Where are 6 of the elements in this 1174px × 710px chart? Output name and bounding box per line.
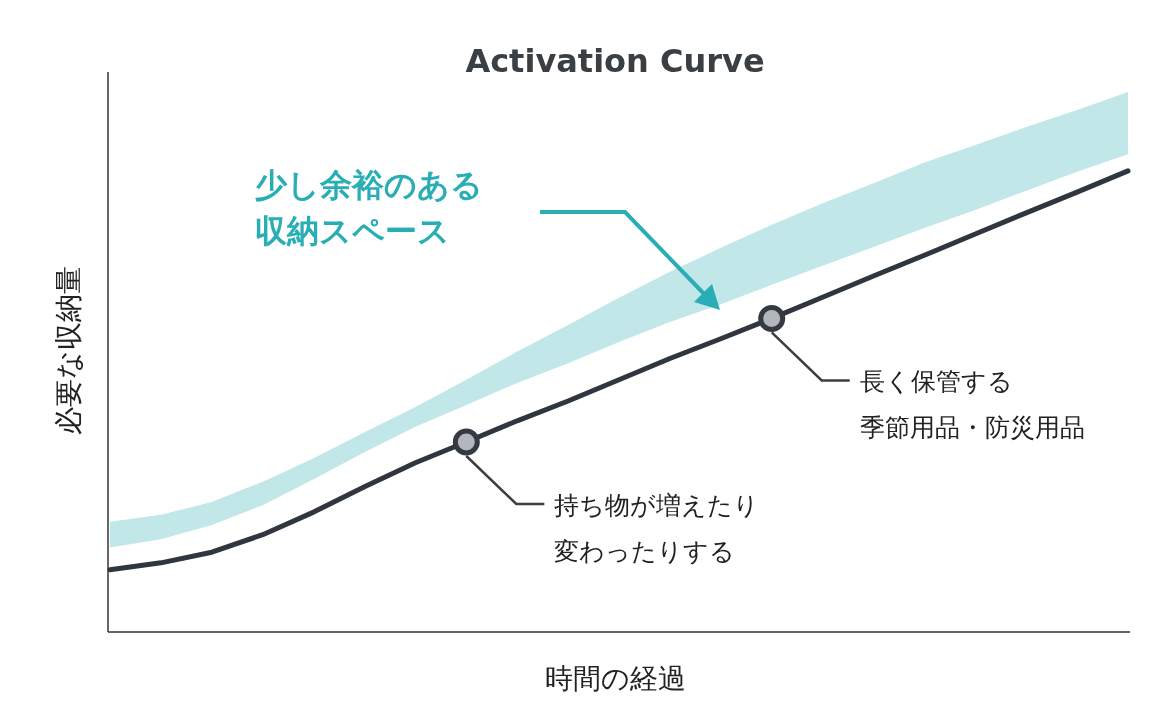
- x-axis-title: 時間の経過: [544, 662, 686, 695]
- y-axis-title: 必要な収納量: [52, 265, 85, 435]
- annotation: 持ち物が増えたり変わったりする: [554, 491, 760, 567]
- chart-title: Activation Curve: [465, 42, 765, 80]
- annotation: 少し余裕のある収納スペース: [255, 166, 483, 250]
- annotation: 長く保管する季節用品・防災用品: [859, 367, 1085, 443]
